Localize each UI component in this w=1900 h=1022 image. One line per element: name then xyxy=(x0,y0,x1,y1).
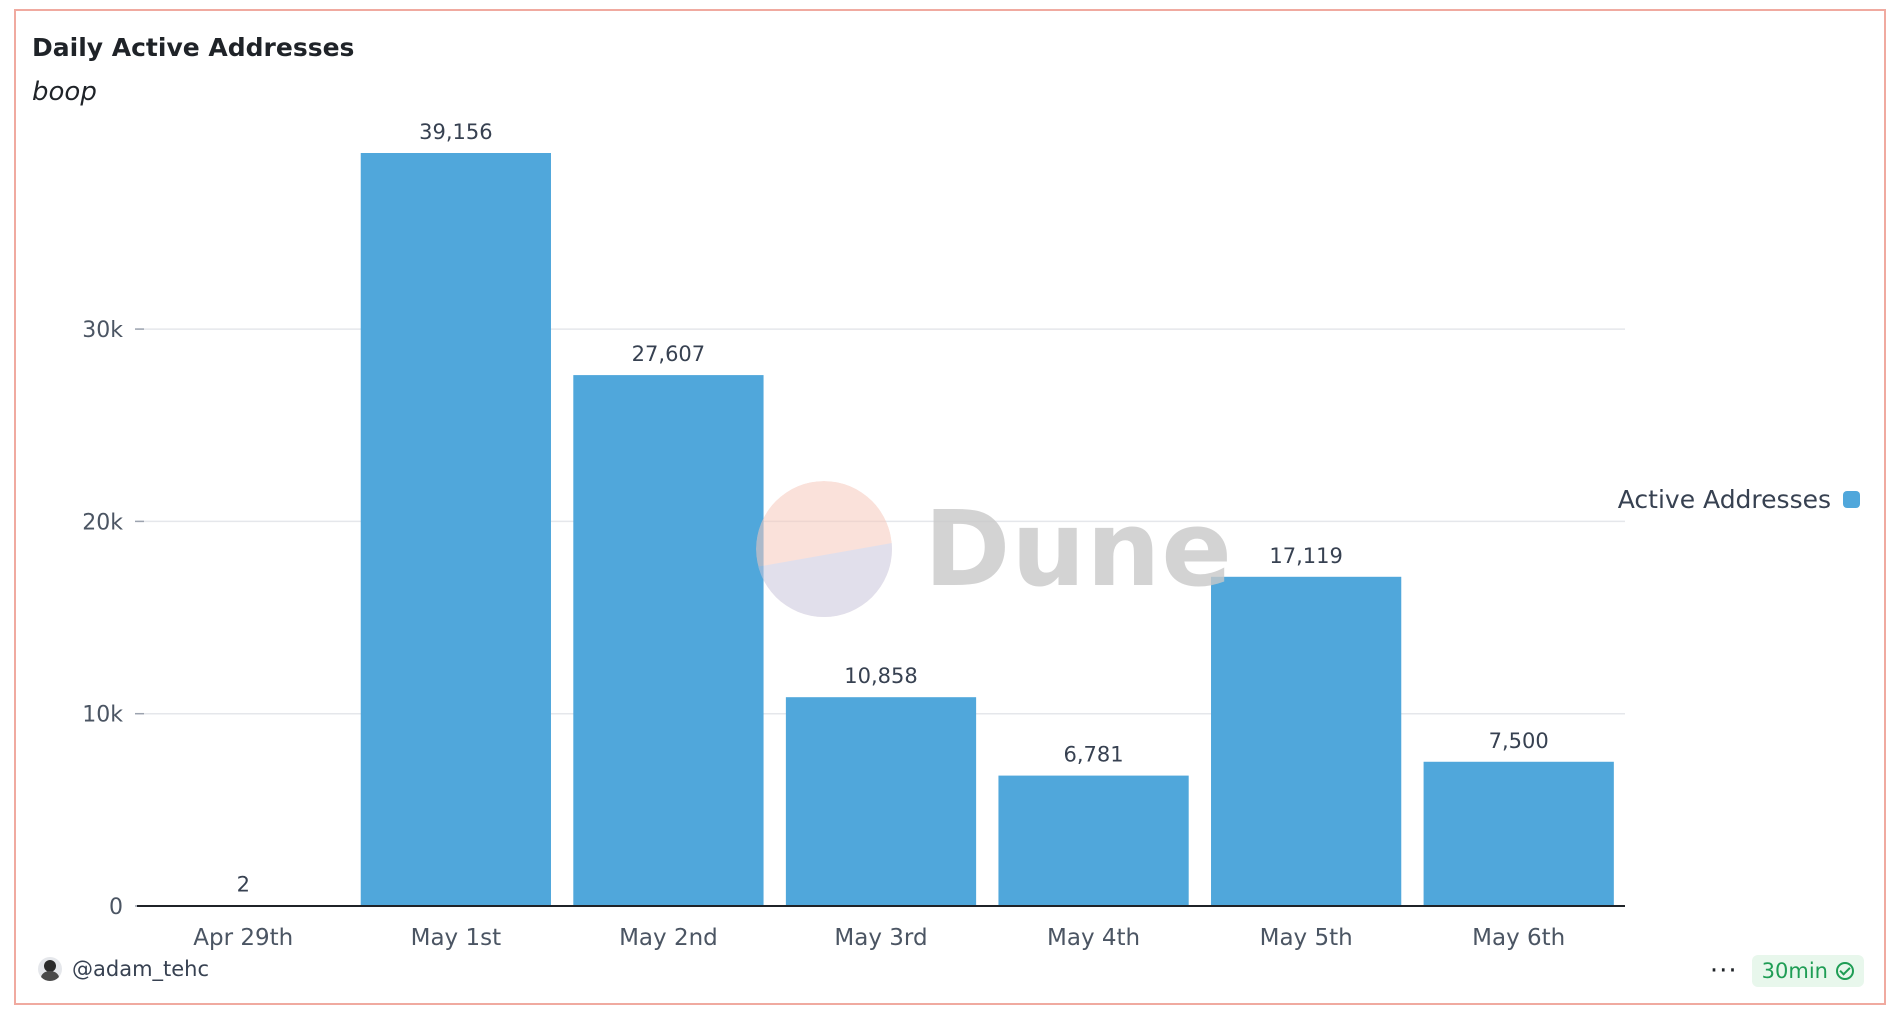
x-tick-label: May 3rd xyxy=(834,925,927,951)
bar xyxy=(998,775,1189,906)
data-label: 17,119 xyxy=(1269,544,1342,568)
chart-title: Daily Active Addresses xyxy=(32,33,355,62)
bar-chart: 0 10k 20k 30k 2 Apr 29th 39,156 May 1st 27,607 Ma… xyxy=(82,120,1625,951)
data-label: 2 xyxy=(237,873,250,897)
bar xyxy=(573,375,764,906)
x-tick-label: May 2nd xyxy=(619,925,718,951)
avatar xyxy=(38,957,62,981)
x-tick-label: May 1st xyxy=(411,925,502,951)
data-label: 39,156 xyxy=(419,120,492,144)
refresh-badge[interactable]: 30min xyxy=(1751,955,1864,987)
data-label: 6,781 xyxy=(1064,743,1124,767)
y-tick-label: 0 xyxy=(109,895,123,920)
y-tick-label: 10k xyxy=(82,703,123,728)
footer-actions: ··· 30min xyxy=(1710,955,1864,987)
data-label: 27,607 xyxy=(632,342,705,366)
x-tick-label: May 4th xyxy=(1047,925,1140,951)
bar xyxy=(785,697,977,906)
data-label: 7,500 xyxy=(1489,729,1549,753)
y-tick-label: 20k xyxy=(82,510,123,535)
chart-card: Daily Active Addresses boop 0 10k 20k 30k 2 A… xyxy=(14,9,1886,1005)
bar xyxy=(360,153,551,906)
refresh-interval: 30min xyxy=(1761,959,1828,983)
more-options-icon[interactable]: ··· xyxy=(1709,956,1738,986)
legend-label: Active Addresses xyxy=(1617,485,1831,514)
author-name: @adam_tehc xyxy=(72,957,210,981)
author-attribution[interactable]: @adam_tehc xyxy=(38,957,209,981)
y-tick-label: 30k xyxy=(82,318,123,343)
watermark-text: Dune xyxy=(924,488,1233,610)
x-tick-label: May 5th xyxy=(1260,925,1353,951)
legend[interactable]: Active Addresses xyxy=(1618,485,1860,514)
bar xyxy=(1211,576,1402,906)
x-tick-label: May 6th xyxy=(1472,925,1565,951)
x-tick-label: Apr 29th xyxy=(193,925,293,951)
data-label: 10,858 xyxy=(844,664,917,688)
dune-logo-icon xyxy=(756,481,892,617)
bar xyxy=(1423,761,1614,906)
dune-watermark: Dune xyxy=(756,481,1233,617)
chart-subtitle: boop xyxy=(32,77,97,107)
legend-swatch xyxy=(1843,491,1860,508)
check-circle-icon xyxy=(1836,962,1854,980)
